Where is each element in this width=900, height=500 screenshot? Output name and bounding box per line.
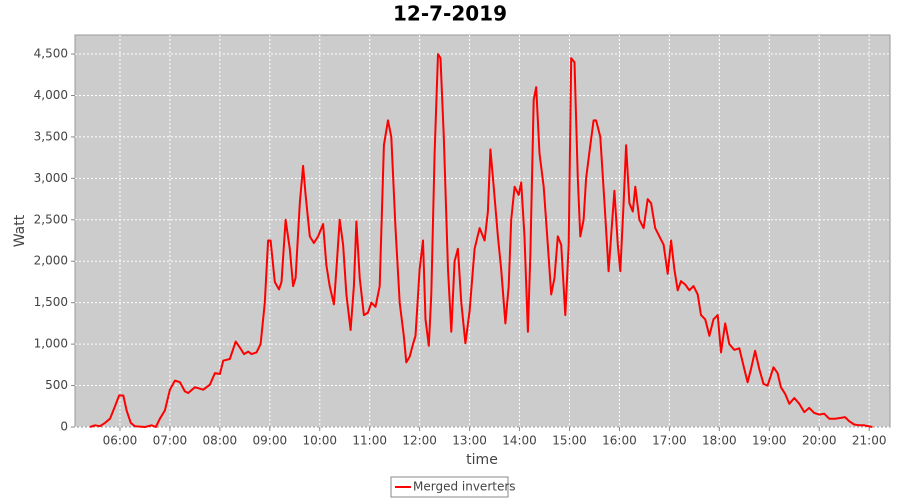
series-line bbox=[89, 53, 873, 428]
x-tick-label: 21:00 bbox=[852, 434, 887, 448]
x-tick-label: 16:00 bbox=[602, 434, 637, 448]
y-tick-label: 0 bbox=[60, 420, 68, 434]
y-tick-label: 3,000 bbox=[34, 171, 68, 185]
x-tick-label: 15:00 bbox=[552, 434, 587, 448]
plot-area bbox=[74, 34, 891, 428]
x-tick-label: 13:00 bbox=[452, 434, 487, 448]
legend bbox=[390, 476, 509, 498]
y-tick-label: 3,500 bbox=[34, 129, 68, 143]
x-tick-label: 12:00 bbox=[402, 434, 437, 448]
x-tick-label: 06:00 bbox=[103, 434, 138, 448]
x-axis-label: time bbox=[466, 452, 498, 468]
x-tick-label: 08:00 bbox=[203, 434, 238, 448]
y-tick-label: 1,500 bbox=[34, 295, 68, 309]
y-axis-label: Watt bbox=[12, 214, 28, 247]
y-tick-label: 2,500 bbox=[34, 212, 68, 226]
y-tick-label: 500 bbox=[45, 378, 68, 392]
x-tick-label: 07:00 bbox=[153, 434, 188, 448]
x-tick-label: 18:00 bbox=[702, 434, 737, 448]
x-tick-label: 14:00 bbox=[502, 434, 537, 448]
y-tick-label: 2,000 bbox=[34, 254, 68, 268]
x-tick-label: 11:00 bbox=[352, 434, 387, 448]
x-tick-label: 09:00 bbox=[253, 434, 288, 448]
y-tick-label: 4,000 bbox=[34, 88, 68, 102]
x-tick-label: 10:00 bbox=[302, 434, 337, 448]
x-tick-label: 17:00 bbox=[652, 434, 687, 448]
x-tick-label: 20:00 bbox=[802, 434, 837, 448]
x-tick-label: 19:00 bbox=[752, 434, 787, 448]
y-tick-label: 4,500 bbox=[34, 47, 68, 61]
chart-title: 12-7-2019 bbox=[393, 2, 507, 26]
y-tick-label: 1,000 bbox=[34, 337, 68, 351]
legend-label: Merged inverters bbox=[413, 480, 516, 494]
